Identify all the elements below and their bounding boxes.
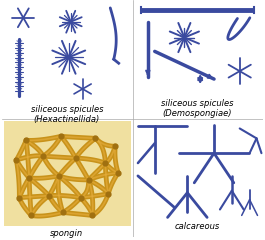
FancyBboxPatch shape bbox=[3, 120, 131, 226]
Text: spongin: spongin bbox=[50, 229, 83, 238]
Text: siliceous spicules
(Demospongiae): siliceous spicules (Demospongiae) bbox=[161, 99, 233, 118]
Text: siliceous spicules
(Hexactinellida): siliceous spicules (Hexactinellida) bbox=[30, 105, 103, 124]
Text: calcareous: calcareous bbox=[175, 222, 220, 231]
